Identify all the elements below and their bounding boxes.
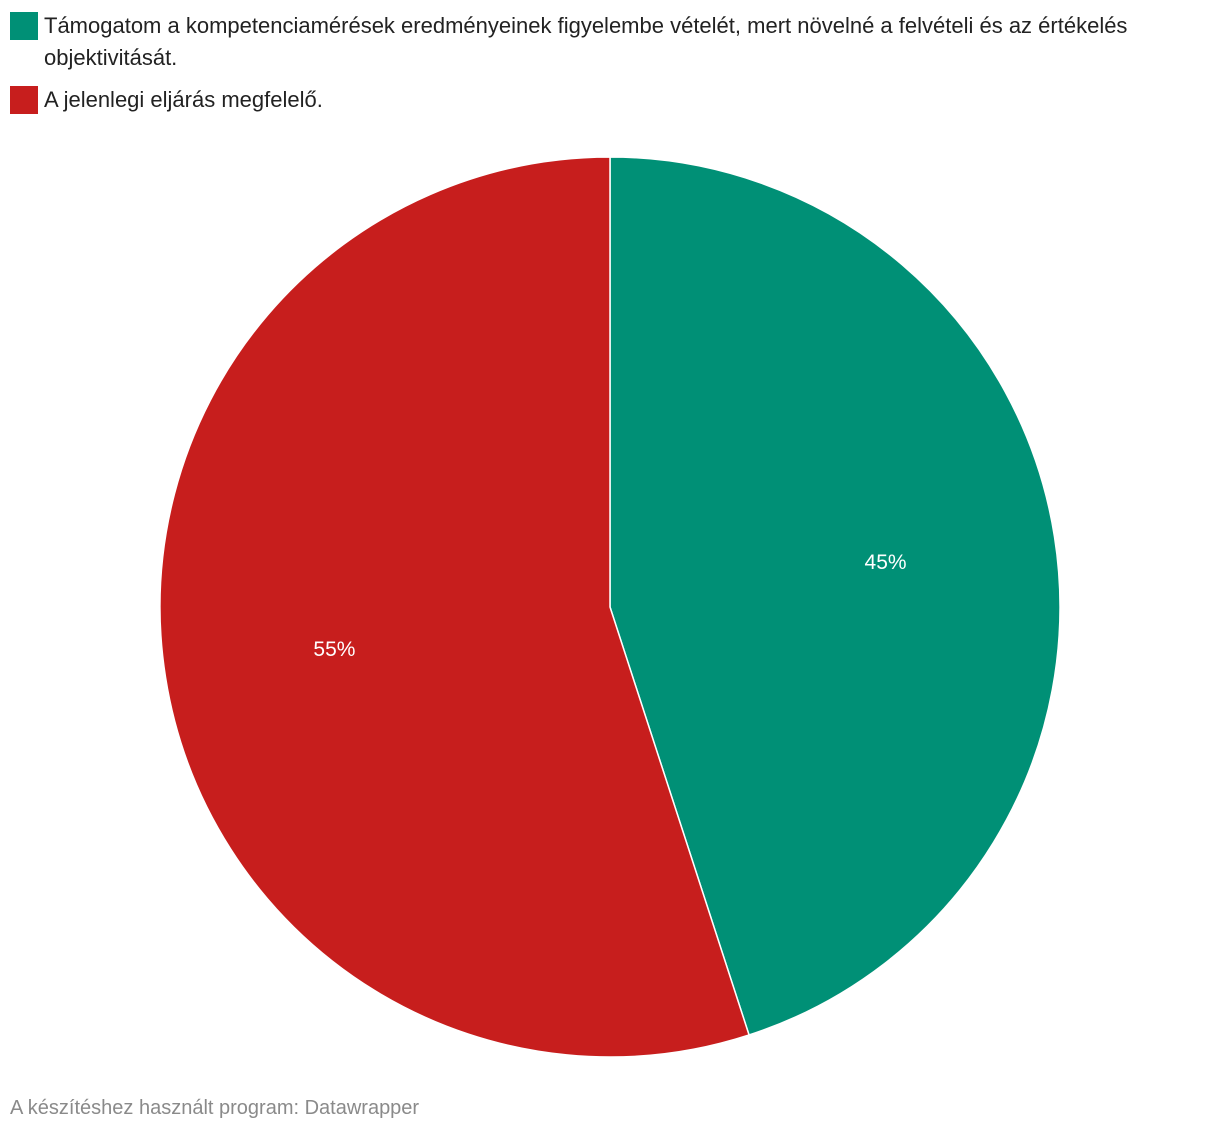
legend-label-current: A jelenlegi eljárás megfelelő.: [44, 87, 323, 112]
legend-item-current: A jelenlegi eljárás megfelelő.: [10, 84, 1190, 116]
slice-label-support: 45%: [865, 551, 907, 574]
pie-slice-support: [609, 156, 1061, 1036]
legend-item-support: Támogatom a kompetenciamérések eredménye…: [10, 10, 1190, 74]
credit-text: A készítéshez használt program: Datawrap…: [10, 1097, 420, 1119]
chart-legend: Támogatom a kompetenciamérések eredménye…: [10, 10, 1190, 126]
slice-label-current: 55%: [313, 638, 355, 661]
legend-label-support: Támogatom a kompetenciamérések eredménye…: [44, 13, 1128, 70]
legend-swatch-support: [10, 12, 38, 40]
pie-slice-current: [159, 156, 751, 1058]
legend-swatch-current: [10, 86, 38, 114]
